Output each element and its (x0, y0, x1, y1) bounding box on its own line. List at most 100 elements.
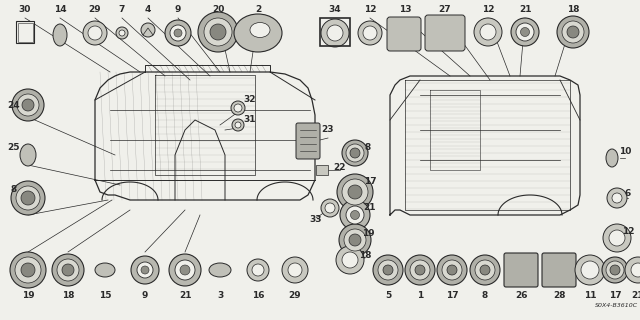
Circle shape (137, 262, 153, 278)
Text: 13: 13 (399, 5, 412, 14)
Text: 5: 5 (385, 291, 391, 300)
Circle shape (141, 23, 155, 37)
Text: 12: 12 (364, 5, 376, 14)
Ellipse shape (606, 149, 618, 167)
Text: 33: 33 (310, 215, 323, 225)
Text: 12: 12 (621, 228, 634, 236)
Circle shape (557, 16, 589, 48)
Ellipse shape (209, 263, 231, 277)
Text: 1: 1 (417, 291, 423, 300)
Text: 18: 18 (567, 5, 579, 14)
Circle shape (232, 119, 244, 131)
FancyBboxPatch shape (387, 17, 421, 51)
Circle shape (141, 266, 149, 274)
Circle shape (442, 260, 462, 280)
Circle shape (321, 199, 339, 217)
Circle shape (17, 94, 39, 116)
Circle shape (474, 18, 502, 46)
Ellipse shape (250, 22, 270, 37)
Circle shape (57, 259, 79, 281)
Circle shape (325, 203, 335, 213)
Text: 29: 29 (89, 5, 101, 14)
Circle shape (336, 246, 364, 274)
Circle shape (511, 18, 539, 46)
Circle shape (327, 25, 343, 41)
Circle shape (567, 26, 579, 38)
Text: 17: 17 (445, 291, 458, 300)
Circle shape (234, 104, 242, 112)
Circle shape (204, 18, 232, 46)
Circle shape (339, 224, 371, 256)
Circle shape (52, 254, 84, 286)
Circle shape (447, 265, 457, 275)
Text: 26: 26 (515, 291, 527, 300)
Circle shape (62, 264, 74, 276)
Text: 11: 11 (584, 291, 596, 300)
FancyBboxPatch shape (504, 253, 538, 287)
Text: S0X4-B3610C: S0X4-B3610C (595, 303, 638, 308)
Circle shape (21, 191, 35, 205)
Text: 14: 14 (54, 5, 67, 14)
Bar (17, 22, 33, 42)
Circle shape (581, 261, 599, 279)
Text: 2: 2 (255, 5, 261, 14)
Circle shape (610, 265, 620, 275)
Ellipse shape (95, 263, 115, 277)
Text: 22: 22 (333, 164, 346, 172)
Circle shape (247, 259, 269, 281)
Circle shape (415, 265, 425, 275)
Bar (320, 18, 350, 46)
Circle shape (350, 148, 360, 158)
Circle shape (235, 122, 241, 128)
Circle shape (210, 24, 226, 40)
Circle shape (437, 255, 467, 285)
Text: 12: 12 (482, 5, 494, 14)
Circle shape (15, 257, 41, 283)
Circle shape (342, 252, 358, 268)
Text: 18: 18 (61, 291, 74, 300)
Circle shape (606, 261, 624, 279)
Text: 31: 31 (244, 116, 256, 124)
Text: 8: 8 (365, 143, 371, 153)
Text: 16: 16 (252, 291, 264, 300)
Text: 15: 15 (99, 291, 111, 300)
Bar (316, 165, 328, 175)
Circle shape (169, 254, 201, 286)
Circle shape (119, 30, 125, 36)
Circle shape (562, 21, 584, 43)
Circle shape (346, 206, 364, 224)
Circle shape (88, 26, 102, 40)
Text: 6: 6 (625, 188, 631, 197)
FancyBboxPatch shape (542, 253, 576, 287)
Circle shape (198, 12, 238, 52)
Text: 34: 34 (329, 5, 341, 14)
Circle shape (475, 260, 495, 280)
Circle shape (175, 260, 195, 280)
Circle shape (612, 193, 622, 203)
Circle shape (349, 234, 361, 246)
Text: 29: 29 (289, 291, 301, 300)
Circle shape (165, 20, 191, 46)
Text: 23: 23 (322, 125, 334, 134)
Text: 18: 18 (359, 251, 371, 260)
Ellipse shape (53, 24, 67, 46)
Circle shape (180, 265, 190, 275)
Circle shape (378, 260, 398, 280)
Text: 25: 25 (8, 143, 20, 153)
Text: 17: 17 (364, 178, 376, 187)
Circle shape (405, 255, 435, 285)
Circle shape (470, 255, 500, 285)
Circle shape (282, 257, 308, 283)
Text: 9: 9 (142, 291, 148, 300)
Circle shape (516, 23, 534, 41)
Text: 10: 10 (619, 148, 631, 156)
Circle shape (520, 28, 529, 36)
Text: 32: 32 (244, 95, 256, 105)
Circle shape (358, 21, 382, 45)
Ellipse shape (20, 144, 36, 166)
Circle shape (346, 144, 364, 162)
Circle shape (344, 229, 366, 251)
Circle shape (410, 260, 430, 280)
Circle shape (609, 230, 625, 246)
FancyBboxPatch shape (425, 15, 465, 51)
